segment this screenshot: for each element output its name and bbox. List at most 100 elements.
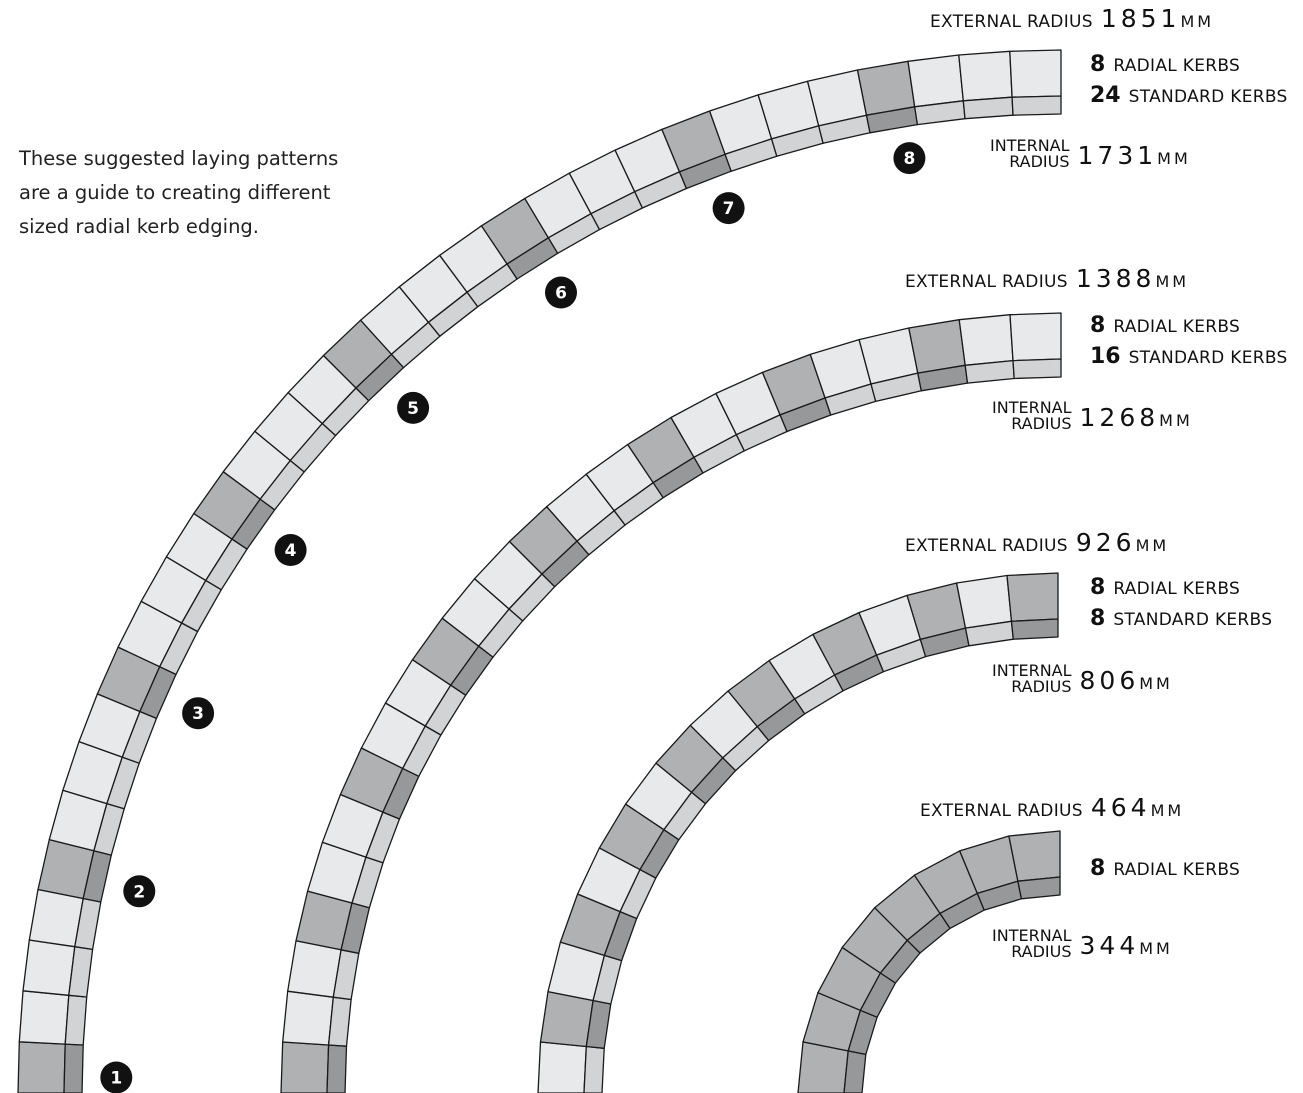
sequence-marker: 3 — [182, 697, 215, 730]
standard-kerb-face — [22, 939, 76, 996]
radial-kerb-count: 8 — [1090, 575, 1106, 600]
external-radius-value: 1388 — [1075, 264, 1156, 293]
radial-kerb-label: RADIAL KERBS — [1113, 860, 1241, 880]
internal-radius-unit: MM — [1139, 939, 1173, 958]
standard-kerb-face — [958, 314, 1014, 366]
standard-kerb-edge — [583, 1045, 605, 1093]
arc-3-internal-radius: INTERNAL RADIUS 806MM — [992, 661, 1173, 696]
marker-number: 8 — [903, 149, 915, 169]
standard-kerb-edge — [1012, 358, 1062, 380]
internal-label-line-1: INTERNAL — [992, 398, 1072, 417]
radial-kerb-label: RADIAL KERBS — [1113, 56, 1241, 76]
external-radius-value: 1851 — [1100, 4, 1181, 33]
standard-kerb-face — [537, 1041, 587, 1093]
marker-number: 1 — [110, 1069, 122, 1089]
kerb-arc-1 — [17, 49, 1062, 1093]
marker-circle — [545, 276, 577, 309]
arc-3-standard-count: 8 STANDARD KERBS — [1090, 606, 1272, 631]
arc-4-external-radius: EXTERNAL RADIUS 464MM — [920, 793, 1184, 822]
standard-kerb-face — [18, 990, 70, 1045]
standard-kerb-face — [282, 990, 334, 1046]
standard-kerb-edge — [64, 994, 88, 1046]
external-radius-label: EXTERNAL RADIUS — [930, 12, 1093, 32]
sequence-marker: 4 — [274, 534, 307, 566]
internal-label-line-2: RADIUS — [1009, 152, 1070, 171]
sequence-marker: 8 — [893, 142, 926, 175]
arc-3-radial-count: 8 RADIAL KERBS — [1090, 575, 1240, 600]
arc-4-radial-count: 8 RADIAL KERBS — [1090, 856, 1240, 881]
radial-kerb-count: 8 — [1090, 313, 1106, 338]
standard-kerb-edge — [327, 996, 352, 1047]
marker-number: 7 — [723, 199, 735, 219]
standard-kerb-count: 8 — [1090, 606, 1106, 631]
internal-radius-value: 1731 — [1077, 141, 1158, 170]
arc-2-radial-count: 8 RADIAL KERBS — [1090, 313, 1240, 338]
standard-kerb-face — [907, 54, 964, 108]
radial-kerb-face — [856, 60, 916, 116]
radial-kerb-label: RADIAL KERBS — [1113, 579, 1241, 599]
standard-kerb-face — [955, 574, 1013, 629]
marker-number: 4 — [285, 541, 297, 561]
marker-number: 6 — [555, 284, 567, 304]
radial-kerb-face — [1006, 572, 1059, 622]
internal-radius-value: 344 — [1079, 931, 1140, 960]
standard-kerb-label: STANDARD KERBS — [1113, 610, 1273, 630]
internal-label-line-2: RADIUS — [1011, 677, 1072, 696]
marker-circle — [100, 1061, 133, 1093]
internal-label-line-2: RADIUS — [1011, 414, 1072, 433]
arc-1-external-radius: EXTERNAL RADIUS 1851MM — [930, 4, 1214, 33]
intro-text: These suggested laying patterns are a gu… — [19, 142, 349, 244]
standard-kerb-label: STANDARD KERBS — [1128, 87, 1288, 107]
standard-kerb-face — [287, 940, 342, 998]
internal-label-line-1: INTERNAL — [990, 136, 1070, 155]
arc-1-standard-count: 24 STANDARD KERBS — [1090, 83, 1288, 108]
arc-4-internal-radius: INTERNAL RADIUS 344MM — [992, 928, 1173, 961]
external-radius-unit: MM — [1150, 801, 1185, 820]
marker-number: 3 — [192, 704, 204, 724]
radial-kerb-edge — [1010, 618, 1059, 640]
standard-kerb-face — [958, 50, 1013, 102]
internal-radius-unit: MM — [1139, 674, 1173, 693]
internal-radius-value: 1268 — [1079, 403, 1160, 432]
external-radius-unit: MM — [1135, 536, 1170, 555]
standard-kerb-edge — [1011, 95, 1062, 116]
standard-kerb-face — [1009, 49, 1062, 98]
radial-kerb-edge — [326, 1044, 348, 1093]
marker-number: 2 — [133, 882, 145, 902]
standard-kerb-face — [1009, 312, 1062, 362]
external-radius-value: 926 — [1075, 528, 1136, 557]
standard-kerb-label: STANDARD KERBS — [1128, 348, 1288, 368]
arc-3-external-radius: EXTERNAL RADIUS 926MM — [905, 528, 1169, 557]
standard-kerb-count: 16 — [1090, 344, 1121, 369]
sequence-marker: 6 — [545, 276, 577, 309]
marker-number: 5 — [407, 399, 419, 419]
external-radius-unit: MM — [1180, 12, 1215, 31]
internal-label-line-2: RADIUS — [1011, 942, 1072, 961]
internal-radius-unit: MM — [1157, 149, 1191, 168]
kerb-arc-3 — [537, 572, 1059, 1093]
sequence-marker: 2 — [123, 875, 156, 908]
external-radius-unit: MM — [1155, 272, 1190, 291]
standard-kerb-edge — [962, 96, 1014, 120]
marker-circle — [397, 391, 430, 424]
marker-circle — [182, 697, 215, 730]
internal-label-line-1: INTERNAL — [992, 661, 1072, 680]
marker-circle — [123, 875, 156, 908]
external-radius-label: EXTERNAL RADIUS — [905, 272, 1068, 292]
radial-kerb-face — [539, 990, 594, 1048]
marker-circle — [712, 192, 745, 225]
intro-line-2: are a guide to creating different — [19, 181, 331, 204]
kerb-arc-4 — [797, 830, 1061, 1093]
external-radius-label: EXTERNAL RADIUS — [920, 801, 1083, 821]
intro-line-1: These suggested laying patterns — [19, 147, 339, 170]
marker-circle — [274, 534, 307, 566]
radial-kerb-face — [17, 1041, 66, 1093]
marker-circle — [893, 142, 926, 175]
radial-kerb-edge — [1017, 876, 1061, 900]
sequence-marker: 1 — [100, 1061, 133, 1093]
external-radius-value: 464 — [1090, 793, 1151, 822]
external-radius-label: EXTERNAL RADIUS — [905, 536, 1068, 556]
standard-kerb-face — [28, 888, 84, 948]
internal-radius-unit: MM — [1159, 411, 1193, 430]
